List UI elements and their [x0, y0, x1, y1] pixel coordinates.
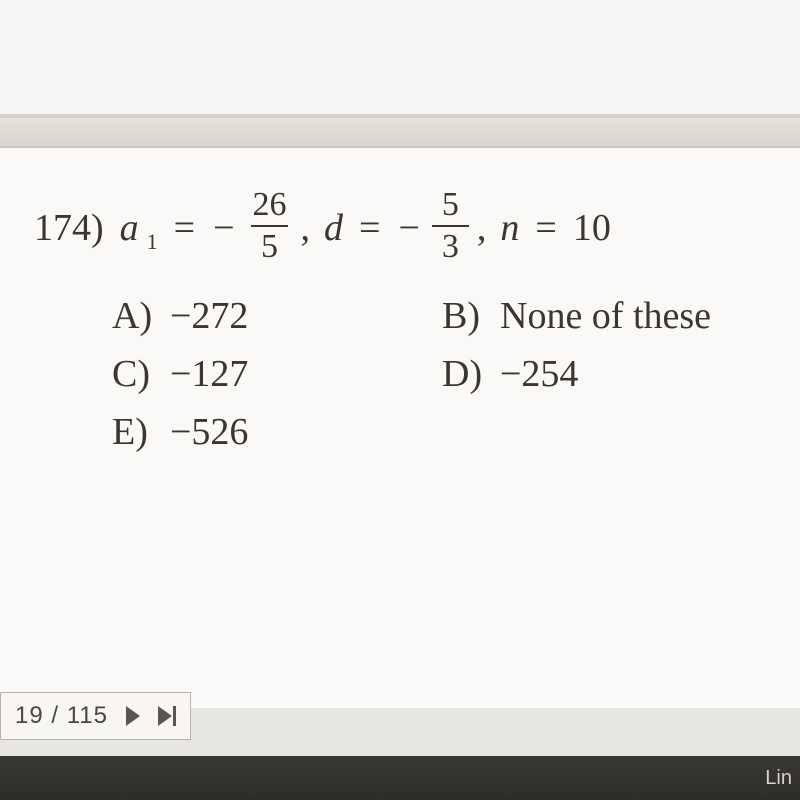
bar-icon — [173, 706, 176, 726]
choice-row: C)−127 D)−254 — [112, 352, 772, 396]
choice-text: None of these — [500, 295, 711, 337]
answer-choices: A)−272 B)None of these C)−127 D)−254 E)−… — [112, 294, 772, 454]
denominator: 3 — [432, 225, 469, 264]
denominator: 5 — [251, 225, 288, 264]
variable-n: n — [500, 206, 519, 250]
choice-label: D) — [442, 352, 500, 396]
choice-label: B) — [442, 294, 500, 338]
choice-text: −254 — [500, 353, 578, 395]
page-counter: 19 / 115 — [15, 702, 108, 730]
question-line: 174) a1 = − 26 5 , d = − 5 3 , n = 10 — [34, 190, 772, 266]
last-page-button[interactable] — [158, 706, 176, 726]
choice-label: A) — [112, 294, 170, 338]
choice-b[interactable]: B)None of these — [442, 294, 711, 338]
numerator: 5 — [436, 188, 465, 225]
numerator: 26 — [247, 188, 293, 225]
choice-label: E) — [112, 410, 170, 454]
equals-sign: = — [174, 206, 195, 250]
choice-text: −127 — [170, 353, 248, 395]
n-value: 10 — [573, 206, 611, 250]
choice-text: −526 — [170, 411, 248, 453]
choice-c[interactable]: C)−127 — [112, 352, 442, 396]
question-number: 174) — [34, 206, 104, 250]
top-margin-area — [0, 0, 800, 118]
bottom-taskbar: Lin — [0, 756, 800, 800]
variable-d: d — [324, 206, 343, 250]
choice-e[interactable]: E)−526 — [112, 410, 442, 454]
choice-a[interactable]: A)−272 — [112, 294, 442, 338]
subscript-1: 1 — [147, 229, 158, 255]
window-divider — [0, 118, 800, 148]
choice-row: A)−272 B)None of these — [112, 294, 772, 338]
document-page: 174) a1 = − 26 5 , d = − 5 3 , n = 10 — [0, 148, 800, 708]
choice-text: −272 — [170, 295, 248, 337]
equals-sign: = — [535, 206, 556, 250]
choice-row: E)−526 — [112, 410, 772, 454]
fraction-5-over-3: 5 3 — [432, 188, 469, 264]
fraction-26-over-5: 26 5 — [247, 188, 293, 264]
negative-sign: − — [398, 206, 419, 250]
comma: , — [301, 206, 311, 250]
skip-end-icon — [158, 706, 172, 726]
comma: , — [477, 206, 487, 250]
screen-frame: 174) a1 = − 26 5 , d = − 5 3 , n = 10 — [0, 0, 800, 800]
next-page-button[interactable] — [126, 706, 140, 726]
choice-label: C) — [112, 352, 170, 396]
negative-sign: − — [213, 206, 234, 250]
taskbar-text: Lin — [765, 767, 792, 790]
variable-a: a — [120, 206, 139, 250]
play-icon — [126, 706, 140, 726]
choice-d[interactable]: D)−254 — [442, 352, 578, 396]
page-navigator: 19 / 115 — [0, 692, 191, 740]
equals-sign: = — [359, 206, 380, 250]
